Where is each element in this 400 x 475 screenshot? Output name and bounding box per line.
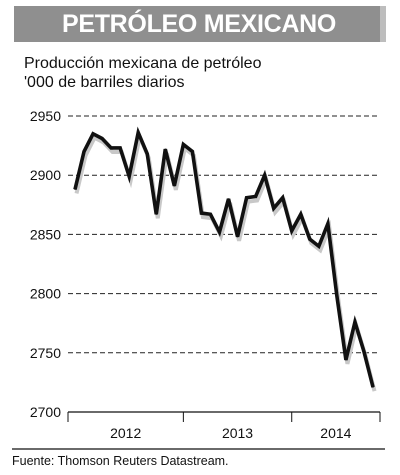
data-point — [218, 231, 221, 233]
data-point — [245, 197, 248, 199]
data-point — [264, 174, 266, 176]
y-tick-label: 2900 — [30, 167, 61, 183]
y-tick-label: 2950 — [30, 108, 61, 124]
data-point — [273, 207, 275, 209]
y-axis-tick-labels: 2700 2750 2800 2850 2900 2950 — [30, 108, 61, 420]
data-point — [372, 386, 374, 388]
data-point — [354, 321, 356, 323]
data-point — [327, 223, 329, 225]
data-point — [164, 148, 166, 150]
data-point — [146, 153, 148, 155]
data-point — [101, 137, 103, 140]
subtitle-line-2: '000 de barriles diarios — [24, 74, 185, 91]
y-tick-label: 2800 — [30, 286, 61, 302]
data-point — [282, 197, 284, 199]
data-point — [182, 143, 184, 146]
data-point — [309, 238, 311, 240]
x-year-label: 2014 — [320, 425, 351, 441]
data-point — [363, 351, 365, 353]
series-line — [73, 126, 375, 388]
data-point — [345, 359, 347, 361]
x-axis: 2012 2013 2014 — [12, 411, 385, 450]
data-point — [209, 213, 212, 215]
y-tick-label: 2750 — [30, 345, 61, 361]
data-point — [255, 195, 257, 198]
data-point — [200, 212, 203, 214]
chart-title: PETRÓLEO MEXICANO — [61, 10, 337, 38]
series-group — [73, 126, 377, 392]
y-tick-label: 2850 — [30, 226, 61, 242]
x-year-label: 2012 — [110, 425, 141, 441]
data-point — [318, 245, 320, 247]
title-banner — [14, 6, 384, 42]
source-note: Fuente: Thomson Reuters Datastream. — [12, 454, 229, 468]
data-point — [336, 295, 338, 297]
data-point — [173, 185, 175, 187]
series-line-shadow — [74, 129, 377, 392]
data-point — [74, 188, 76, 191]
chart-subtitle: Producción mexicana de petróleo '000 de … — [24, 54, 261, 92]
subtitle-line-1: Producción mexicana de petróleo — [24, 55, 262, 72]
data-point — [119, 147, 121, 149]
data-point — [236, 236, 239, 238]
title-banner-accent — [380, 6, 386, 42]
data-point — [291, 230, 293, 232]
data-point — [110, 147, 112, 149]
data-point — [155, 213, 157, 215]
y-tick-label: 2700 — [30, 404, 61, 420]
data-point — [128, 175, 130, 177]
data-point — [227, 198, 230, 200]
x-year-label: 2013 — [222, 425, 253, 441]
data-point — [83, 150, 85, 153]
data-point — [300, 213, 302, 215]
data-point — [191, 150, 193, 153]
data-point — [137, 131, 139, 134]
data-point — [92, 133, 94, 135]
